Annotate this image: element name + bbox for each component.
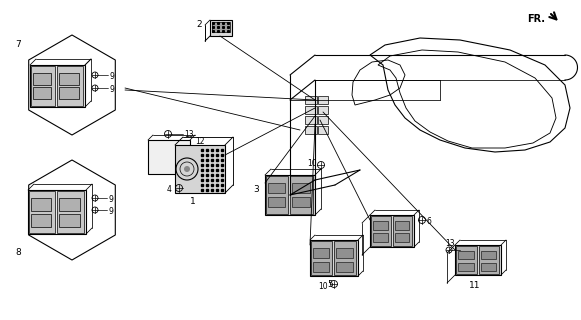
Text: 2: 2 <box>196 20 202 29</box>
Bar <box>266 176 288 214</box>
Bar <box>481 251 496 259</box>
Bar <box>268 197 285 207</box>
Bar <box>292 197 310 207</box>
Bar <box>30 65 85 107</box>
Bar <box>29 191 55 233</box>
Bar <box>305 116 317 124</box>
Bar <box>59 73 79 85</box>
Bar <box>458 263 474 271</box>
Text: 9: 9 <box>109 85 114 94</box>
Bar <box>292 183 310 193</box>
Bar <box>57 191 84 233</box>
Bar <box>212 22 230 32</box>
Bar <box>313 248 329 258</box>
Circle shape <box>184 166 190 172</box>
Bar <box>455 245 501 275</box>
Bar <box>373 221 388 230</box>
Bar <box>334 241 356 275</box>
Text: 9: 9 <box>108 207 113 216</box>
Text: 9: 9 <box>109 72 114 81</box>
Text: 5: 5 <box>327 280 333 289</box>
Bar <box>305 106 317 114</box>
Bar <box>305 126 317 134</box>
Bar <box>28 190 86 234</box>
Bar <box>31 214 51 227</box>
Bar <box>318 96 328 104</box>
Text: 10: 10 <box>318 282 328 291</box>
Text: 7: 7 <box>15 40 21 49</box>
Bar <box>336 248 353 258</box>
Bar <box>59 198 80 211</box>
Bar <box>33 87 51 99</box>
Bar <box>481 263 496 271</box>
Text: FR.: FR. <box>527 14 545 24</box>
Bar <box>33 73 51 85</box>
Bar <box>318 126 328 134</box>
Text: 3: 3 <box>253 185 259 194</box>
Bar <box>313 262 329 272</box>
Bar <box>148 140 190 174</box>
Text: 1: 1 <box>190 197 196 206</box>
Text: 4: 4 <box>167 185 172 194</box>
Bar <box>318 106 328 114</box>
Bar <box>370 215 414 247</box>
Bar <box>210 20 232 36</box>
Text: 13: 13 <box>445 239 455 248</box>
Bar <box>458 251 474 259</box>
Text: 6: 6 <box>427 217 432 226</box>
Bar <box>336 262 353 272</box>
Bar <box>31 66 55 106</box>
Text: 12: 12 <box>195 137 205 146</box>
Bar <box>456 246 477 274</box>
Text: 9: 9 <box>108 195 113 204</box>
Bar <box>59 87 79 99</box>
Bar <box>479 246 499 274</box>
Text: 13: 13 <box>184 130 193 139</box>
Bar <box>311 241 332 275</box>
Text: 10: 10 <box>307 159 317 168</box>
Bar <box>59 214 80 227</box>
Bar <box>393 216 412 246</box>
Bar <box>57 66 83 106</box>
Bar <box>31 198 51 211</box>
Bar <box>305 96 317 104</box>
Bar <box>268 183 285 193</box>
Bar <box>310 240 358 276</box>
Bar <box>175 145 225 193</box>
Bar <box>371 216 391 246</box>
Bar <box>395 233 409 242</box>
Text: 8: 8 <box>15 248 21 257</box>
Bar <box>265 175 315 215</box>
Bar <box>395 221 409 230</box>
Text: 11: 11 <box>469 281 480 290</box>
Bar <box>290 176 313 214</box>
Bar <box>373 233 388 242</box>
Bar <box>318 116 328 124</box>
